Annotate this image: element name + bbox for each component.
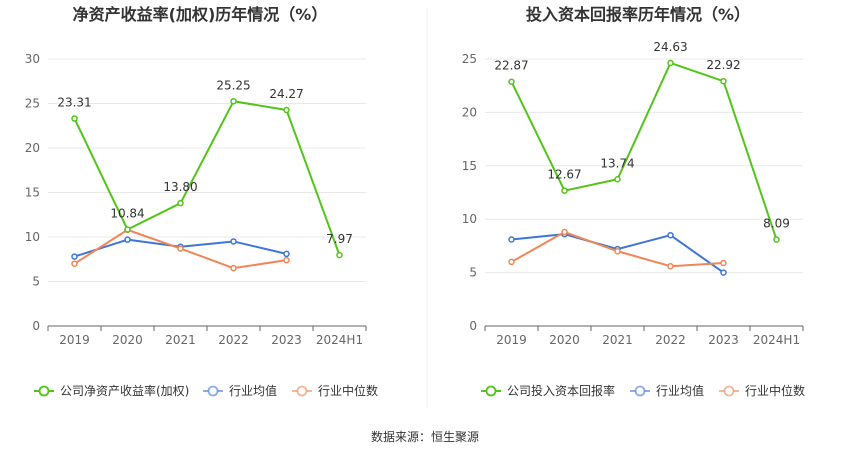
data-point (667, 59, 674, 67)
chart-panel-2: 投入资本回报率历年情况（%） 0 5 10 15 20 25 2019 2020 2021 2022… (462, 5, 805, 398)
x-tick-label: 2020 (549, 333, 580, 347)
y-tick-label: 15 (462, 159, 477, 173)
legend-marker (723, 385, 735, 397)
chart-title: 投入资本回报率历年情况（%） (526, 5, 750, 24)
x-tick-label: 2024H1 (316, 333, 363, 347)
data-label: 24.27 (269, 87, 303, 101)
data-point (773, 236, 780, 243)
data-label: 22.92 (706, 58, 740, 72)
data-point (283, 256, 290, 264)
y-tick-label: 15 (25, 186, 40, 200)
data-label: 12.67 (547, 168, 581, 182)
data-point (177, 199, 184, 207)
data-point (230, 98, 237, 105)
legend-marker (38, 385, 50, 397)
y-tick-label: 25 (462, 52, 477, 66)
data-label: 10.84 (110, 207, 144, 221)
y-tick-label: 30 (25, 52, 40, 66)
legend-item: 行业中位数 (292, 383, 378, 398)
legend-marker (634, 385, 646, 397)
y-tick-label: 0 (32, 319, 40, 333)
data-point (71, 253, 78, 260)
x-tick-label: 2024H1 (753, 333, 800, 347)
legend-marker (485, 385, 497, 397)
data-point (230, 264, 237, 272)
legend-item: 公司投入资本回报率 (481, 383, 615, 398)
legend-label: 行业均值 (656, 383, 704, 398)
legend-marker (207, 385, 219, 397)
x-tick-label: 2021 (602, 333, 633, 347)
y-tick-label: 10 (462, 212, 477, 226)
y-tick-label: 5 (469, 266, 477, 280)
data-label: 22.87 (494, 59, 528, 73)
data-point (71, 115, 78, 122)
legend-label: 行业中位数 (318, 383, 378, 398)
y-tick-label: 20 (462, 105, 477, 119)
data-point (720, 269, 727, 276)
legend-label: 行业中位数 (745, 383, 805, 398)
y-tick-label: 25 (25, 97, 40, 111)
x-tick-label: 2019 (59, 333, 90, 347)
legend-item: 公司净资产收益率(加权) (34, 383, 189, 398)
data-point (336, 251, 343, 259)
series-line (73, 100, 341, 256)
legend-label: 行业均值 (229, 383, 277, 398)
data-label: 7.97 (326, 232, 353, 246)
x-tick-label: 2020 (112, 333, 143, 347)
data-point (71, 260, 78, 267)
data-label: 8.09 (763, 217, 790, 231)
data-point (230, 238, 237, 245)
data-point (720, 259, 727, 267)
legend-marker (296, 385, 308, 397)
data-point (508, 78, 515, 85)
data-point (561, 187, 568, 194)
x-tick-label: 2022 (218, 333, 249, 347)
data-point (667, 231, 674, 239)
x-tick-label: 2022 (655, 333, 686, 347)
data-point (124, 236, 131, 243)
series-line (510, 61, 778, 240)
data-point (561, 228, 568, 236)
data-point (720, 77, 727, 85)
data-label: 24.63 (653, 40, 687, 54)
data-point (508, 236, 515, 243)
chart-panel-1: 净资产收益率(加权)历年情况（%） 0 5 10 15 20 25 30 2019 2020 202… (25, 5, 378, 398)
x-tick-label: 2023 (271, 333, 302, 347)
data-point (177, 245, 184, 252)
data-label: 13.80 (163, 180, 197, 194)
y-tick-label: 0 (469, 319, 477, 333)
data-point (283, 250, 290, 258)
data-point (124, 226, 131, 233)
legend-item: 行业中位数 (719, 383, 805, 398)
data-point (667, 262, 674, 270)
x-tick-label: 2023 (708, 333, 739, 347)
x-tick-label: 2021 (165, 333, 196, 347)
y-tick-label: 20 (25, 141, 40, 155)
data-source-label: 数据来源：恒生聚源 (370, 430, 479, 444)
legend-label: 公司投入资本回报率 (507, 383, 615, 398)
legend-item: 行业均值 (203, 383, 277, 398)
x-tick-label: 2019 (496, 333, 527, 347)
data-label: 23.31 (57, 96, 91, 110)
legend-label: 公司净资产收益率(加权) (60, 383, 189, 398)
data-label: 25.25 (216, 78, 250, 92)
y-tick-label: 10 (25, 230, 40, 244)
data-point (508, 258, 515, 266)
chart-title: 净资产收益率(加权)历年情况（%） (73, 5, 328, 24)
legend-item: 行业均值 (630, 383, 704, 398)
data-label: 13.74 (600, 156, 634, 170)
data-point (283, 106, 290, 114)
y-tick-label: 5 (32, 275, 40, 289)
data-point (614, 176, 621, 183)
data-point (614, 247, 621, 255)
